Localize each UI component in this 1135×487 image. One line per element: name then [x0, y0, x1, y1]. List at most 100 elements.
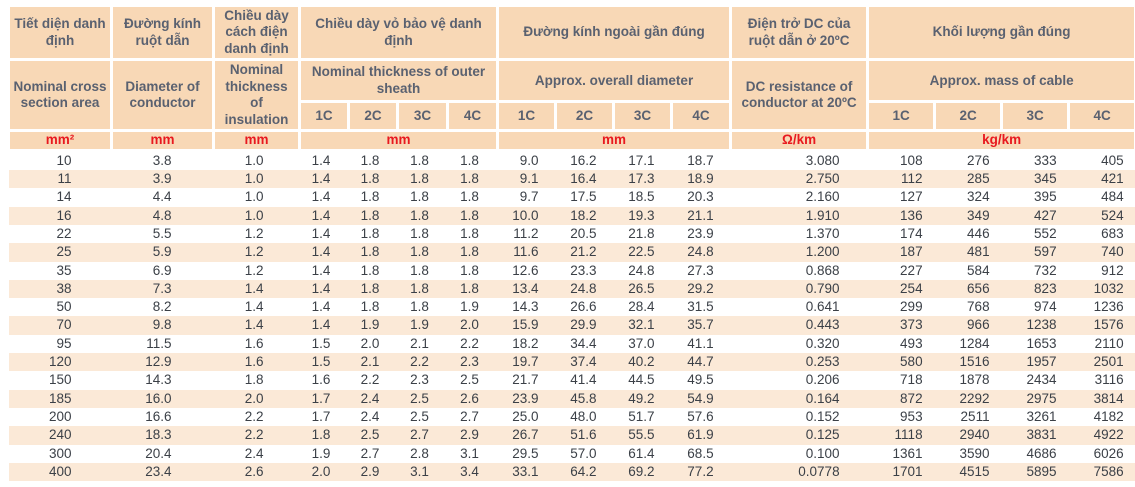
- table-cell: 26.6: [570, 299, 597, 315]
- table-cell: 4922: [1093, 427, 1124, 443]
- table-row: 400 23.4 2.6 2.0 2.9 3.1 3.4 33.1 64.2 69.2 77.2 0.…: [8, 462, 1135, 482]
- table-cell: 2.7: [410, 427, 429, 443]
- table-cell: 45.8: [570, 390, 597, 406]
- table-cell: 19.3: [628, 207, 655, 223]
- table-cell: 1701: [892, 463, 923, 479]
- table-cell: 200: [48, 408, 72, 424]
- table-cell: 1361: [892, 445, 923, 461]
- table-cell: 22.5: [628, 244, 655, 260]
- table-cell: 1.4: [311, 152, 331, 168]
- table-cell: 4515: [959, 463, 990, 479]
- table-cell: 10: [56, 152, 72, 168]
- table-cell: 0.100: [805, 445, 840, 461]
- table-cell: 8.2: [152, 299, 172, 315]
- table-cell: 1284: [959, 335, 990, 351]
- table-cell: 20.5: [570, 225, 597, 241]
- table-row: 70 9.8 1.4 1.4 1.9 1.9 2.0 15.9 29.9 32.1 35.7 0.44…: [8, 316, 1135, 335]
- table-cell: 41.1: [687, 335, 714, 351]
- table-cell: 37.4: [570, 354, 597, 370]
- table-cell: 580: [900, 354, 923, 370]
- table-cell: 1878: [959, 372, 990, 388]
- table-cell: 1.8: [410, 152, 429, 168]
- table-cell: 23.9: [512, 390, 539, 406]
- table-cell: 2.0: [360, 335, 380, 351]
- table-cell: 1.9: [410, 317, 429, 333]
- table-cell: 0.320: [805, 335, 840, 351]
- table-cell: 718: [900, 372, 923, 388]
- table-cell: 3.1: [460, 445, 479, 461]
- table-cell: 35.7: [687, 317, 714, 333]
- table-cell: 1.6: [311, 372, 331, 388]
- table-cell: 16: [56, 207, 72, 223]
- table-cell: 1.8: [410, 244, 429, 260]
- table-cell: 0.0778: [798, 463, 840, 479]
- table-cell: 1516: [959, 354, 990, 370]
- table-cell: 1.8: [360, 189, 380, 205]
- table-row: 25 5.9 1.2 1.4 1.8 1.8 1.8 11.6 21.2 22.5 24.8 1.20…: [8, 243, 1135, 262]
- table-row: 16 4.8 1.0 1.4 1.8 1.8 1.8 10.0 18.2 19.3 21.1 1.91…: [8, 206, 1135, 225]
- unit-insulation-thickness: mm: [212, 129, 301, 152]
- table-cell: 18.2: [570, 207, 597, 223]
- table-cell: 768: [967, 299, 990, 315]
- table-cell: 1.8: [460, 225, 479, 241]
- table-cell: 3.1: [410, 463, 429, 479]
- table-cell: 1.4: [311, 280, 331, 296]
- table-cell: 0.152: [805, 408, 840, 424]
- header-en-cross-section: Nominal cross section area: [7, 58, 113, 133]
- table-cell: 1.8: [410, 207, 429, 223]
- table-cell: 1.4: [311, 244, 331, 260]
- table-cell: 481: [967, 244, 990, 260]
- table-cell: 349: [967, 207, 990, 223]
- table-cell: 29.2: [687, 280, 714, 296]
- table-cell: 872: [900, 390, 923, 406]
- table-row: 95 11.5 1.6 1.5 2.0 2.1 2.2 18.2 34.4 37.0 41.1 0.3…: [8, 334, 1135, 354]
- table-cell: 6026: [1093, 445, 1124, 461]
- table-cell: 1.8: [311, 427, 331, 443]
- table-cell: 5.9: [152, 244, 172, 260]
- table-cell: 23.3: [570, 262, 597, 278]
- table-cell: 5.5: [152, 225, 172, 241]
- table-cell: 70: [56, 317, 72, 333]
- table-cell: 20.4: [145, 445, 172, 461]
- table-cell: 51.6: [570, 427, 597, 443]
- header-vi-overall-diameter: Đường kính ngoài gần đúng: [496, 3, 733, 62]
- table-cell: 2.3: [460, 354, 479, 370]
- table-cell: 1.200: [805, 244, 840, 260]
- table-cell: 7586: [1093, 463, 1124, 479]
- subheader-sheath-1c: 1C: [298, 100, 350, 133]
- table-cell: 25: [56, 244, 72, 260]
- table-cell: 13.4: [512, 280, 539, 296]
- table-cell: 324: [967, 189, 990, 205]
- table-cell: 22: [56, 225, 72, 241]
- table-cell: 2110: [1094, 335, 1124, 351]
- table-cell: 3.9: [152, 171, 172, 187]
- table-cell: 21.2: [570, 244, 597, 260]
- table-cell: 14.3: [145, 372, 172, 388]
- table-cell: 656: [967, 280, 990, 296]
- table-cell: 966: [967, 317, 990, 333]
- table-cell: 17.3: [628, 171, 655, 187]
- table-cell: 17.1: [628, 152, 655, 168]
- table-cell: 5895: [1026, 463, 1057, 479]
- table-cell: 1.2: [244, 244, 264, 260]
- table-cell: 3590: [959, 445, 990, 461]
- table-cell: 1.4: [311, 189, 331, 205]
- table-cell: 2.2: [244, 427, 264, 443]
- table-cell: 9.8: [152, 317, 172, 333]
- table-cell: 120: [48, 354, 72, 370]
- table-cell: 35: [56, 262, 72, 278]
- table-cell: 2.0: [311, 463, 331, 479]
- table-cell: 1.8: [360, 299, 380, 315]
- table-cell: 2.8: [410, 445, 429, 461]
- table-cell: 953: [900, 408, 923, 424]
- table-row: 38 7.3 1.4 1.4 1.8 1.8 1.8 13.4 24.8 26.5 29.2 0.79…: [8, 279, 1135, 299]
- table-cell: 18.5: [628, 189, 655, 205]
- table-cell: 31.5: [687, 299, 714, 315]
- subheader-diameter-3c: 3C: [612, 100, 674, 133]
- unit-cross-section: mm²: [7, 129, 113, 152]
- table-cell: 61.4: [628, 445, 655, 461]
- table-cell: 1.8: [360, 262, 380, 278]
- subheader-sheath-2c: 2C: [347, 100, 399, 133]
- table-cell: 44.7: [687, 354, 714, 370]
- table-cell: 29.9: [570, 317, 597, 333]
